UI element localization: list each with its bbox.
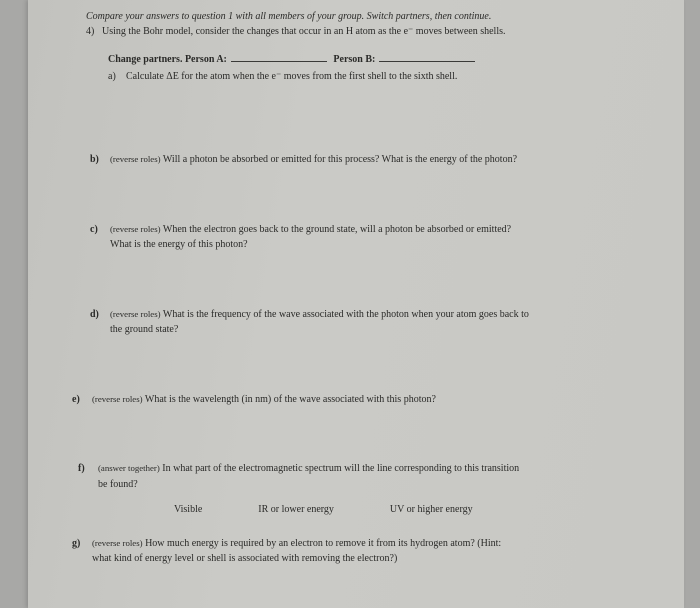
c-line2: What is the energy of this photon? <box>110 238 662 252</box>
part-d: d)(reverse roles) What is the frequency … <box>90 308 662 322</box>
e-reverse: (reverse roles) <box>92 394 143 404</box>
partner-line: Change partners. Person A: Person B: <box>108 52 662 67</box>
b-reverse: (reverse roles) <box>110 154 161 164</box>
g-text: How much energy is required by an electr… <box>143 538 502 549</box>
e-text: What is the wavelength (in nm) of the wa… <box>143 394 436 405</box>
question-4: 4)Using the Bohr model, consider the cha… <box>86 25 662 39</box>
g-reverse: (reverse roles) <box>92 538 143 548</box>
e-letter: e) <box>72 393 92 407</box>
g-line2: what kind of energy level or shell is as… <box>92 552 662 566</box>
worksheet-page: Compare your answers to question 1 with … <box>28 0 684 608</box>
f-reverse: (answer together) <box>98 463 160 473</box>
g-letter: g) <box>72 537 92 551</box>
part-a: a)Calculate ΔE for the atom when the e⁻ … <box>108 70 662 84</box>
intro-instruction: Compare your answers to question 1 with … <box>86 10 662 24</box>
f-choices: Visible IR or lower energy UV or higher … <box>174 503 662 517</box>
choice-uv[interactable]: UV or higher energy <box>390 503 473 517</box>
choice-ir[interactable]: IR or lower energy <box>258 503 334 517</box>
a-letter: a) <box>108 70 126 84</box>
d-line2: the ground state? <box>110 323 662 337</box>
choice-visible[interactable]: Visible <box>174 503 202 517</box>
c-text: When the electron goes back to the groun… <box>161 224 512 235</box>
partner-lead: Change partners. Person A: <box>108 54 227 65</box>
a-text: Calculate ΔE for the atom when the e⁻ mo… <box>126 71 457 82</box>
blank-person-b[interactable] <box>379 52 475 62</box>
d-letter: d) <box>90 308 110 322</box>
part-c: c)(reverse roles) When the electron goes… <box>90 223 662 237</box>
f-text: In what part of the electromagnetic spec… <box>160 463 519 474</box>
d-reverse: (reverse roles) <box>110 309 161 319</box>
f-letter: f) <box>78 462 98 476</box>
part-g: g)(reverse roles) How much energy is req… <box>72 537 662 551</box>
blank-person-a[interactable] <box>231 52 327 62</box>
d-text: What is the frequency of the wave associ… <box>161 309 529 320</box>
part-f: f)(answer together) In what part of the … <box>78 462 662 476</box>
q4-number: 4) <box>86 25 102 39</box>
q4-text: Using the Bohr model, consider the chang… <box>102 26 506 37</box>
b-text: Will a photon be absorbed or emitted for… <box>161 154 517 165</box>
c-reverse: (reverse roles) <box>110 224 161 234</box>
part-b: b)(reverse roles) Will a photon be absor… <box>90 153 662 167</box>
b-letter: b) <box>90 153 110 167</box>
partner-b-label: Person B: <box>333 54 375 65</box>
f-line2: be found? <box>98 478 662 492</box>
c-letter: c) <box>90 223 110 237</box>
part-e: e)(reverse roles) What is the wavelength… <box>72 393 662 407</box>
